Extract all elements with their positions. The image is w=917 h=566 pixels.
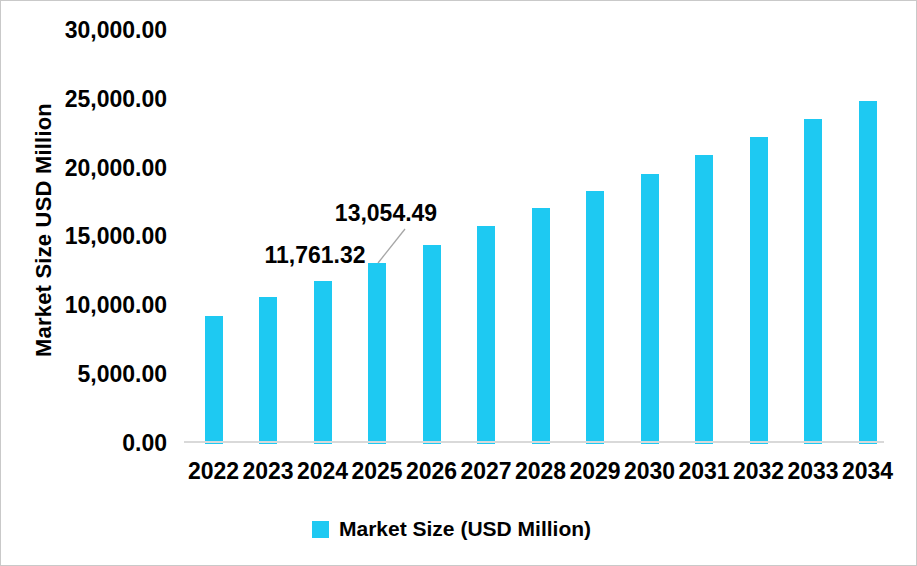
- legend-color-swatch: [312, 521, 329, 538]
- bar-2032: [750, 137, 768, 444]
- y-tick-label: 25,000.00: [41, 85, 167, 113]
- y-tick-label: 20,000.00: [41, 154, 167, 182]
- y-tick-label: 0.00: [41, 429, 167, 457]
- bar-2024: [314, 281, 332, 444]
- bar-2025: [368, 263, 386, 444]
- bar-2027: [477, 226, 495, 444]
- x-axis-label-2034: 2034: [831, 458, 905, 484]
- x-axis-line: [184, 441, 884, 443]
- y-tick-label: 10,000.00: [41, 291, 167, 319]
- bar-chart: Market Size USD Million 0.005,000.0010,0…: [0, 0, 917, 566]
- y-tick-label: 5,000.00: [41, 360, 167, 388]
- data-label-2024: 11,761.32: [264, 242, 365, 269]
- bar-2026: [423, 245, 441, 444]
- y-tick-label: 30,000.00: [41, 16, 167, 44]
- bar-2029: [586, 191, 604, 444]
- bar-2028: [532, 208, 550, 444]
- bar-2023: [259, 297, 277, 444]
- bar-2033: [804, 119, 822, 444]
- bar-2031: [695, 155, 713, 444]
- bar-2034: [859, 101, 877, 444]
- legend-label: Market Size (USD Million): [339, 517, 591, 541]
- bar-2022: [205, 316, 223, 444]
- y-tick-label: 15,000.00: [41, 222, 167, 250]
- bar-2030: [641, 174, 659, 444]
- data-label-2025: 13,054.49: [335, 200, 437, 227]
- legend: Market Size (USD Million): [312, 516, 591, 542]
